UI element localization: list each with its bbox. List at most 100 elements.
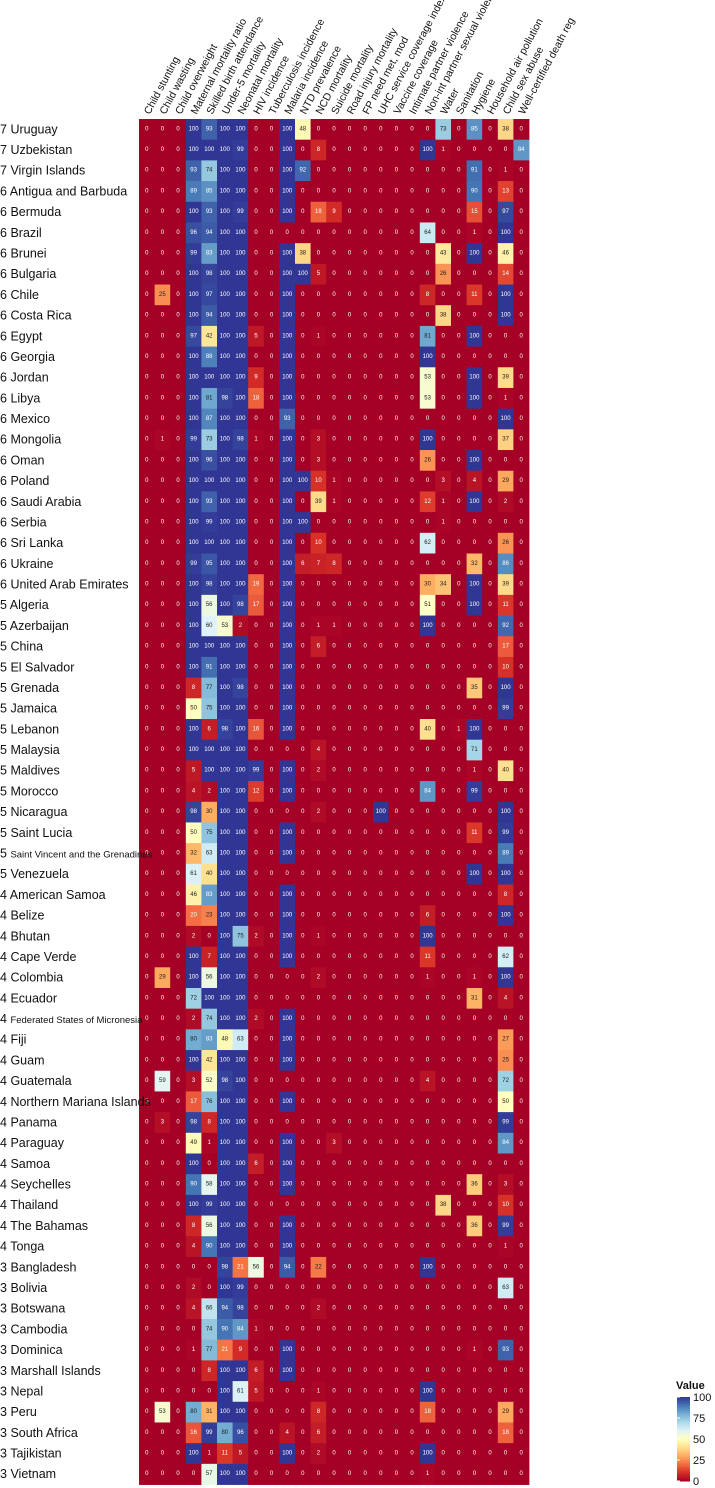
heatmap-cell-value: 0 — [488, 250, 492, 256]
heatmap-cell — [341, 925, 358, 947]
heatmap-cell — [341, 739, 358, 761]
heatmap-cell — [326, 822, 343, 844]
row-label: 4 Guatemala — [0, 1074, 72, 1088]
heatmap-cell — [263, 119, 280, 141]
heatmap-cell-value: 2 — [317, 1306, 321, 1312]
heatmap-cell-value: 0 — [270, 954, 274, 960]
row-country: Uruguay — [10, 122, 58, 136]
heatmap-cell — [482, 532, 499, 554]
heatmap-cell — [435, 1174, 452, 1196]
heatmap-cell — [263, 987, 280, 1010]
heatmap-cell — [232, 1153, 249, 1175]
heatmap-cell-value: 57 — [206, 1471, 213, 1477]
heatmap-cell-value: 0 — [301, 1161, 305, 1167]
heatmap-cell-value: 0 — [270, 499, 274, 505]
heatmap-cell-value: 0 — [442, 1016, 446, 1022]
heatmap-cell-value: 0 — [457, 1182, 461, 1188]
heatmap-cell-value: 0 — [161, 188, 165, 194]
heatmap-cell-value: 0 — [426, 168, 430, 174]
heatmap-cell — [154, 512, 171, 534]
heatmap-cell-value: 100 — [220, 788, 231, 794]
heatmap-cell-value: 0 — [348, 1409, 352, 1415]
heatmap-cell-value: 0 — [426, 1037, 430, 1043]
heatmap-cell — [419, 987, 436, 1010]
legend-gradient-step — [677, 1398, 690, 1401]
heatmap-cell-value: 0 — [332, 437, 336, 443]
heatmap-cell — [497, 1112, 514, 1134]
heatmap-cell-value: 97 — [206, 292, 213, 298]
heatmap-cell — [279, 636, 296, 658]
heatmap-cell — [497, 1236, 514, 1258]
heatmap-cell — [388, 884, 405, 906]
heatmap-cell-value: 0 — [145, 623, 149, 629]
heatmap-cell-value: 0 — [520, 582, 524, 588]
heatmap-cell — [185, 387, 202, 410]
heatmap-cell — [217, 594, 233, 616]
heatmap-cell-value: 99 — [237, 1285, 244, 1291]
heatmap-cell-value: 0 — [379, 561, 383, 567]
heatmap-cell — [139, 470, 155, 492]
heatmap-cell — [154, 863, 171, 885]
heatmap-cell — [466, 1401, 483, 1423]
heatmap-cell — [201, 181, 218, 203]
heatmap-cell — [388, 512, 405, 534]
heatmap-cell — [341, 1319, 358, 1341]
heatmap-cell-value: 0 — [317, 602, 321, 608]
heatmap-cell-value: 0 — [301, 933, 305, 939]
heatmap-cell-value: 0 — [317, 995, 321, 1001]
heatmap-cell — [357, 408, 374, 430]
heatmap-cell-value: 0 — [348, 1306, 352, 1312]
heatmap-cell — [482, 1091, 499, 1113]
heatmap-cell — [404, 925, 421, 947]
heatmap-cell — [513, 553, 530, 575]
heatmap-cell-value: 0 — [395, 809, 399, 815]
heatmap-cell-value: 18 — [424, 1409, 431, 1415]
heatmap-cell-value: 0 — [176, 1057, 180, 1063]
heatmap-cell-value: 0 — [457, 168, 461, 174]
heatmap-cell — [497, 719, 514, 741]
heatmap-cell — [388, 946, 405, 968]
heatmap-cell — [232, 1463, 249, 1485]
heatmap-cell — [263, 1112, 280, 1134]
heatmap-cell-value: 99 — [502, 1119, 509, 1125]
heatmap-cell — [139, 884, 155, 906]
heatmap-cell-value: 0 — [192, 1368, 196, 1374]
heatmap-cell-value: 0 — [145, 788, 149, 794]
heatmap-cell-value: 0 — [286, 1119, 290, 1125]
heatmap-cell — [466, 263, 483, 285]
heatmap-cell — [466, 1381, 483, 1403]
heatmap-cell — [513, 636, 530, 658]
heatmap-cell — [310, 429, 327, 451]
heatmap-cell-value: 0 — [442, 1119, 446, 1125]
heatmap-cell-value: 0 — [473, 1016, 477, 1022]
heatmap-cell — [248, 1339, 265, 1361]
heatmap-cell — [139, 139, 155, 161]
heatmap-cell-value: 4 — [286, 1430, 290, 1436]
heatmap-cell — [326, 1256, 343, 1279]
heatmap-cell-value: 0 — [348, 1326, 352, 1332]
heatmap-cell-value: 0 — [488, 768, 492, 774]
heatmap-cell-value: 0 — [301, 809, 305, 815]
heatmap-cell-value: 100 — [220, 933, 231, 939]
heatmap-cell-value: 4 — [504, 995, 508, 1001]
heatmap-cell-value: 0 — [457, 954, 461, 960]
heatmap-cell — [201, 1360, 218, 1382]
heatmap-cell — [357, 512, 374, 534]
heatmap-cell — [435, 201, 452, 223]
legend-gradient-step — [677, 1471, 690, 1474]
heatmap-cell — [388, 1277, 405, 1299]
heatmap-cell-value: 0 — [410, 271, 414, 277]
heatmap-cell-value: 0 — [473, 1037, 477, 1043]
heatmap-cell — [295, 1194, 311, 1216]
heatmap-cell-value: 100 — [189, 478, 200, 484]
heatmap-cell — [185, 1050, 202, 1072]
heatmap-cell — [310, 656, 327, 679]
heatmap-cell-value: 6 — [254, 1368, 258, 1374]
heatmap-cell-value: 0 — [488, 644, 492, 650]
heatmap-cell — [388, 160, 405, 182]
heatmap-cell — [341, 574, 358, 596]
heatmap-cell — [513, 925, 530, 947]
heatmap-cell-value: 8 — [317, 1409, 321, 1415]
heatmap-cell — [357, 201, 374, 223]
